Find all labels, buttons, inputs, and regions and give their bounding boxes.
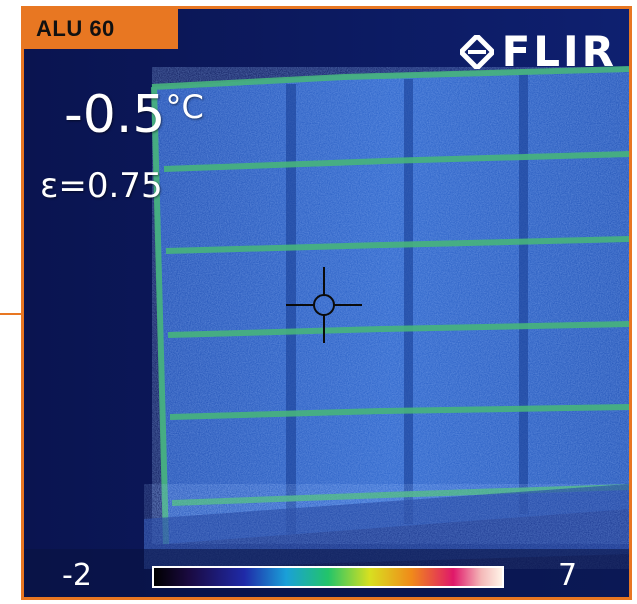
thermal-image-frame: ALU 60 FLIR -0.5°C ε=0.75 -2 7 [21, 6, 632, 600]
flir-diamond-logo-icon [459, 35, 494, 69]
color-scale-bar [152, 566, 504, 588]
scale-max-label: 7 [558, 558, 578, 593]
vertical-mullion-shadows [286, 74, 528, 534]
brand-name: FLIR [501, 27, 617, 76]
scale-min-label: -2 [62, 558, 92, 593]
window-panel-noise [152, 67, 629, 544]
temperature-readout: -0.5°C [64, 89, 204, 141]
thermal-image [24, 9, 629, 597]
lower-blur-noise [144, 484, 629, 569]
emissivity-readout: ε=0.75 [40, 166, 163, 206]
temperature-unit: °C [165, 88, 204, 126]
image-label-tag: ALU 60 [24, 9, 178, 49]
flir-brand: FLIR [459, 27, 617, 76]
temperature-value: -0.5 [64, 85, 166, 145]
crosshair-icon [286, 267, 362, 343]
frame-green-bars [151, 66, 629, 545]
